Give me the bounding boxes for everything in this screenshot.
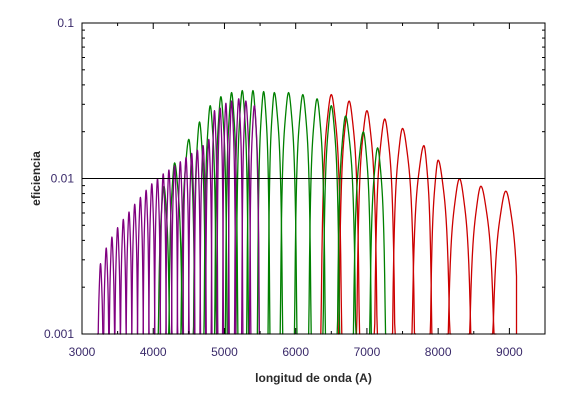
series-2-order [193,149,202,335]
series-2-order [130,203,139,335]
series-0-order [320,93,343,335]
series-2-order [164,169,173,335]
series-2-order [102,247,111,335]
series-2-order [216,107,225,335]
series-1-order [235,89,250,335]
series-2-order [240,100,252,335]
series-2-order [113,227,122,335]
x-tick-label: 8000 [425,345,452,359]
series-0-order [490,190,518,335]
x-axis-title: longitud de onda (A) [255,371,372,385]
series-1-order [279,91,298,335]
series-2-order [181,156,190,335]
series-layer [96,89,518,335]
series-1-order [293,93,312,335]
y-axis-title: eficiencia [29,151,43,206]
series-2-order [159,173,168,335]
series-1-order [322,105,341,335]
series-1-order [308,98,327,335]
y-tick-label: 0.1 [57,16,74,30]
series-0-order [467,185,497,335]
series-1-order [267,91,284,335]
series-0-order [410,144,433,335]
series-1-order [256,90,271,335]
x-tick-label: 6000 [282,345,309,359]
series-2-order [147,183,156,335]
series-0-order [429,159,452,335]
series-1-order [203,105,218,335]
series-0-order [355,110,379,335]
series-2-order [125,211,134,335]
series-2-order [170,165,179,335]
series-2-order [107,236,116,335]
series-1-order [368,147,387,335]
series-2-order [176,161,185,335]
x-tick-label: 5000 [211,345,238,359]
series-2-order [248,105,261,335]
series-0-order [373,118,396,335]
y-tick-label: 0.001 [44,327,74,341]
x-tick-label: 3000 [69,345,96,359]
series-0-order [391,127,416,335]
series-2-order [210,110,219,335]
series-0 [320,93,518,335]
series-2-order [136,196,145,335]
x-tick-label: 7000 [354,345,381,359]
x-tick-label: 9000 [496,345,523,359]
series-1-order [352,131,373,335]
series-1-order [167,162,184,335]
series-2-order [187,152,196,335]
series-1-order [336,115,357,335]
series-2-order [233,98,244,335]
series-2-order [199,144,208,335]
y-tick-label: 0.01 [51,172,75,186]
series-2-order [204,138,213,335]
series-2-order [227,100,237,335]
x-tick-label: 4000 [140,345,167,359]
series-2-order [119,218,128,335]
ticks-layer [81,22,545,335]
tick-labels-layer: 3000 4000 5000 6000 7000 8000 9000 0.001 0.01 0.1 [44,16,523,359]
series-2-order [142,189,151,335]
series-0-order [337,100,361,335]
